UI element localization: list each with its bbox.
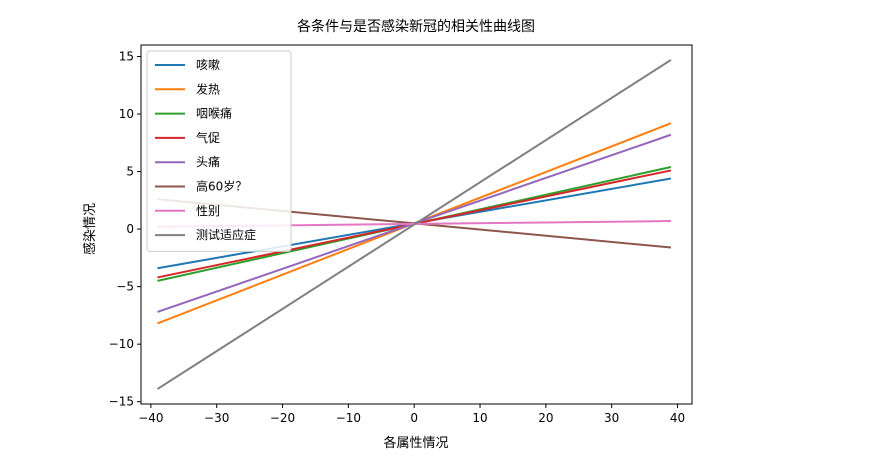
legend-label-7: 测试适应症 <box>196 227 256 242</box>
legend-label-2: 咽喉痛 <box>196 106 232 121</box>
y-tick-label: 10 <box>119 107 134 121</box>
y-tick-label: 0 <box>126 222 134 236</box>
x-axis-label: 各属性情况 <box>383 435 448 451</box>
x-tick-label: 30 <box>604 411 619 425</box>
legend-label-5: 高60岁？ <box>196 179 247 194</box>
series-line-7 <box>156 59 672 390</box>
x-tick-label: 20 <box>538 411 553 425</box>
y-tick-label: −10 <box>109 337 134 351</box>
legend-label-4: 头痛 <box>196 154 220 169</box>
y-axis-label: 感染情况 <box>82 203 98 255</box>
y-axis: −15 −10 −5 0 5 10 15 <box>109 50 141 409</box>
y-tick-label: −15 <box>109 395 134 409</box>
x-tick-label: 40 <box>670 411 685 425</box>
x-tick-label: −40 <box>138 411 163 425</box>
x-tick-label: −10 <box>336 411 361 425</box>
plot-frame <box>140 44 693 405</box>
plot-series <box>156 59 672 390</box>
x-tick-label: 10 <box>472 411 487 425</box>
legend-label-1: 发热 <box>196 81 220 96</box>
x-axis: −40 −30 −20 −10 0 10 20 30 40 <box>138 404 685 425</box>
x-tick-label: 0 <box>410 411 418 425</box>
x-tick-label: −30 <box>204 411 229 425</box>
y-tick-label: 5 <box>126 165 134 179</box>
legend-label-6: 性别 <box>196 204 220 218</box>
chart-title: 各条件与是否感染新冠的相关性曲线图 <box>297 18 535 35</box>
y-tick-label: 15 <box>119 50 134 64</box>
legend-label-3: 气促 <box>196 130 220 145</box>
x-tick-label: −20 <box>270 411 295 425</box>
legend-box <box>146 50 292 252</box>
y-tick-label: −5 <box>116 280 134 294</box>
legend-label-0: 咳嗽 <box>196 58 220 72</box>
